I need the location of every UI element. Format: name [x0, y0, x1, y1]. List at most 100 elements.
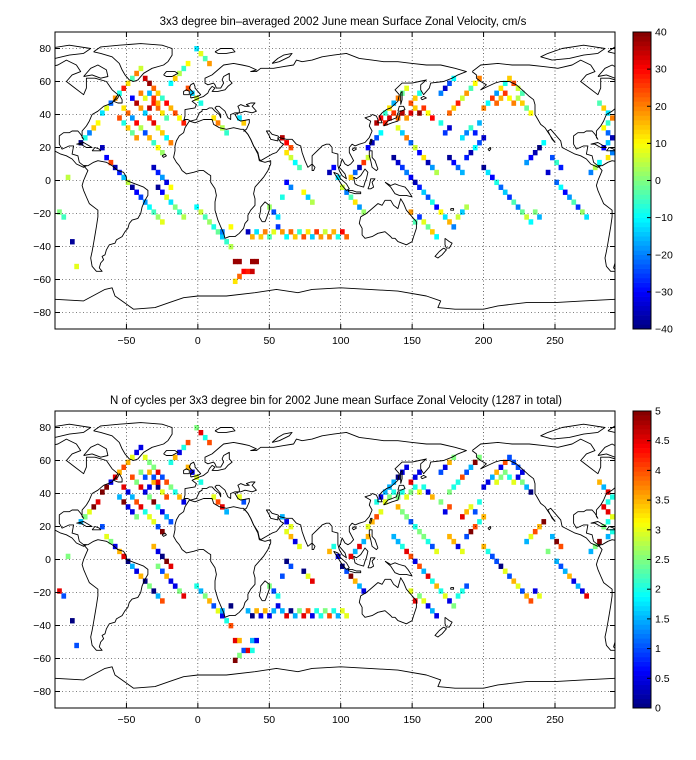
data-cell	[331, 229, 337, 235]
data-cell	[155, 479, 161, 485]
data-cell	[472, 130, 478, 136]
data-cell	[481, 484, 487, 490]
data-cell	[292, 538, 298, 545]
data-cell	[378, 130, 384, 136]
data-cell	[605, 499, 611, 505]
data-cell	[185, 439, 191, 446]
data-cell	[142, 199, 148, 205]
y-tick-label: −60	[33, 274, 51, 286]
data-cell	[610, 115, 615, 121]
data-cell	[155, 593, 161, 599]
data-cell	[507, 474, 512, 480]
data-cell	[134, 120, 139, 126]
data-cell	[194, 46, 199, 52]
data-cell	[262, 608, 268, 614]
data-cell	[502, 189, 508, 195]
coastline-sumatra	[333, 171, 350, 191]
data-cell	[275, 224, 281, 230]
colorbar-swatch	[633, 656, 651, 662]
colorbar-swatch	[633, 41, 651, 47]
data-cell	[605, 140, 611, 146]
data-cell	[211, 603, 217, 609]
data-cell	[164, 115, 169, 121]
coastline-svalbard	[214, 48, 236, 54]
data-cell	[348, 174, 354, 181]
data-cell	[425, 489, 431, 495]
data-cell	[155, 184, 161, 190]
data-cell	[151, 95, 157, 101]
colorbar-swatch	[633, 64, 651, 70]
coastline-hispaniola	[91, 147, 102, 152]
data-cell	[391, 110, 397, 116]
colorbar-tick-label: −30	[655, 286, 673, 298]
data-cell	[112, 164, 118, 171]
colorbar-swatch	[633, 231, 651, 237]
data-cell	[147, 135, 152, 141]
data-cell	[554, 179, 559, 186]
data-cell	[430, 608, 435, 614]
data-cell	[202, 55, 208, 62]
data-cell	[412, 179, 418, 186]
data-cell	[151, 464, 157, 470]
data-cell	[147, 204, 152, 210]
data-cell	[245, 608, 251, 614]
data-cell	[442, 464, 448, 470]
data-cell	[125, 179, 131, 186]
colorbar-swatch	[633, 652, 651, 658]
data-cell	[258, 613, 264, 619]
data-cell	[160, 110, 165, 116]
coastline-africa	[173, 498, 272, 618]
data-cell	[520, 479, 525, 485]
data-cell	[421, 219, 427, 225]
data-cell	[485, 169, 491, 176]
data-cell	[117, 548, 122, 555]
data-cell	[430, 543, 435, 550]
y-tick-label: −80	[33, 307, 51, 319]
data-cell	[400, 110, 405, 116]
data-cell	[142, 110, 148, 116]
data-cell	[215, 499, 221, 505]
colorbar-swatch	[633, 462, 651, 467]
data-cell	[395, 159, 401, 166]
data-cell	[455, 479, 461, 485]
data-cell	[408, 553, 414, 560]
colorbar-swatch	[633, 480, 651, 486]
data-cell	[464, 130, 469, 136]
data-cell	[155, 100, 161, 106]
coastline-novaya-zemlya	[271, 431, 293, 443]
data-cell	[138, 484, 144, 490]
data-cell	[297, 164, 302, 171]
data-cell	[138, 125, 144, 131]
data-cell	[511, 100, 517, 106]
data-cell	[108, 538, 114, 545]
data-cell	[125, 459, 131, 466]
data-cell	[417, 184, 422, 190]
data-cell	[61, 214, 67, 220]
y-tick-label: 80	[39, 422, 51, 434]
data-cell	[460, 95, 465, 101]
data-cell	[232, 637, 238, 644]
coastline-madagascar	[258, 201, 270, 223]
colorbar-swatch	[633, 291, 651, 297]
colorbar-swatch	[633, 527, 651, 532]
data-cell	[327, 169, 332, 176]
data-cell	[224, 239, 229, 245]
data-cell	[155, 563, 161, 569]
data-cell	[151, 100, 157, 106]
data-cell	[151, 543, 157, 550]
colorbar-swatch	[633, 259, 651, 265]
data-cell	[177, 494, 182, 500]
coastline-cape-verde-tiny	[161, 153, 167, 158]
data-cell	[558, 543, 564, 550]
data-cell	[502, 568, 508, 574]
data-cell	[400, 164, 405, 171]
data-cell	[387, 115, 392, 121]
data-cell	[245, 229, 251, 235]
data-cell	[400, 489, 405, 495]
data-cell	[267, 613, 272, 619]
data-cell	[121, 553, 127, 560]
colorbar-tick-label: 0	[655, 175, 661, 187]
colorbar-swatch	[633, 508, 651, 514]
data-cell	[477, 140, 482, 146]
coastline-java	[347, 568, 362, 574]
